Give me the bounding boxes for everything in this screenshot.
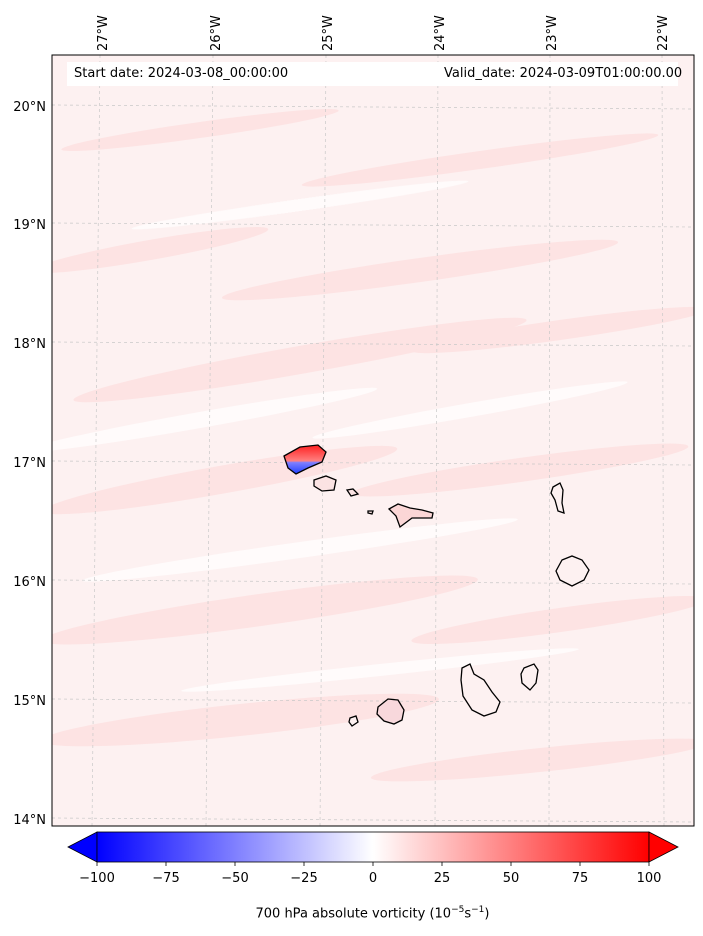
lat-label: 18°N bbox=[13, 337, 46, 352]
colorbar-label-suffix: ) bbox=[484, 906, 490, 922]
island-sao-nicolau bbox=[387, 503, 434, 529]
lat-label: 14°N bbox=[13, 813, 46, 828]
colorbar-tick-label: −75 bbox=[152, 871, 179, 886]
island-santo-antao bbox=[283, 444, 327, 475]
colorbar-tick-label: 75 bbox=[572, 871, 589, 886]
colorbar-label-prefix: 700 hPa absolute vorticity (10 bbox=[255, 906, 452, 922]
lon-label: 27°W bbox=[96, 15, 111, 51]
island-sal bbox=[550, 482, 565, 514]
lon-label: 24°W bbox=[433, 15, 448, 51]
colorbar-gradient bbox=[96, 831, 650, 863]
date-info-box bbox=[67, 62, 678, 86]
lon-label: 25°W bbox=[321, 15, 336, 51]
map-frame bbox=[51, 54, 695, 827]
vorticity-field bbox=[52, 55, 694, 826]
lat-label: 19°N bbox=[13, 218, 46, 233]
colorbar-tick-label: 0 bbox=[369, 871, 377, 886]
lat-label: 17°N bbox=[13, 456, 46, 471]
colorbar: −100 −75 −50 −25 0 25 50 75 100 bbox=[67, 831, 679, 886]
island-brava bbox=[348, 715, 359, 727]
lat-label: 16°N bbox=[13, 575, 46, 590]
island-santa-luzia bbox=[345, 488, 360, 497]
island-small bbox=[367, 510, 374, 515]
colorbar-tick-label: −50 bbox=[221, 871, 248, 886]
latitude-labels: 20°N 19°N 18°N 17°N 16°N 15°N 14°N bbox=[13, 100, 46, 828]
lon-label: 23°W bbox=[545, 15, 560, 51]
colorbar-min-extend bbox=[67, 831, 98, 863]
lon-label: 22°W bbox=[656, 15, 671, 51]
lat-label: 15°N bbox=[13, 694, 46, 709]
colorbar-tick-label: −25 bbox=[290, 871, 317, 886]
island-maio bbox=[520, 663, 539, 691]
colorbar-label-exp2: −1 bbox=[471, 905, 485, 915]
gridlines bbox=[52, 55, 694, 826]
colorbar-tick-label: 25 bbox=[434, 871, 451, 886]
island-fogo bbox=[376, 698, 405, 725]
colorbar-label: 700 hPa absolute vorticity (10−5s−1) bbox=[0, 905, 703, 921]
island-santiago bbox=[460, 663, 501, 717]
start-date-text: Start date: 2024-03-08_00:00:00 bbox=[74, 66, 289, 81]
colorbar-tick-marks bbox=[96, 862, 650, 866]
longitude-labels: 27°W 26°W 25°W 24°W 23°W 22°W bbox=[96, 15, 671, 51]
colorbar-tick-label: 100 bbox=[637, 871, 662, 886]
colorbar-label-mid: s bbox=[464, 906, 472, 922]
island-boa-vista bbox=[555, 555, 590, 587]
island-outlines bbox=[283, 444, 590, 727]
lat-label: 20°N bbox=[13, 100, 46, 115]
colorbar-label-exp1: −5 bbox=[451, 905, 465, 915]
lon-label: 26°W bbox=[209, 15, 224, 51]
colorbar-max-extend bbox=[648, 831, 679, 863]
island-sao-vicente bbox=[313, 475, 337, 492]
colorbar-tick-label: 50 bbox=[503, 871, 520, 886]
valid-date-text: Valid_date: 2024-03-09T01:00:00.00 bbox=[444, 66, 683, 81]
colorbar-tick-label: −100 bbox=[79, 871, 115, 886]
